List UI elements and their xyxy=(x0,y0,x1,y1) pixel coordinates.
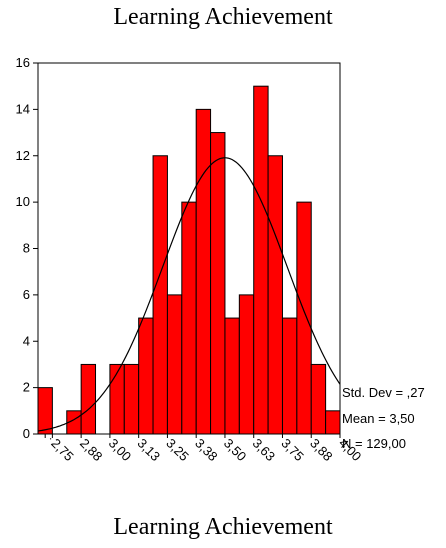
x-tick-label: 3,25 xyxy=(163,436,192,465)
stat-mean: Mean = 3,50 xyxy=(342,411,415,426)
x-tick-label: 3,88 xyxy=(307,436,336,465)
y-tick-label: 4 xyxy=(23,333,30,348)
histogram-bar xyxy=(195,108,212,435)
x-tick-label: 3,38 xyxy=(192,436,221,465)
histogram-bar xyxy=(123,363,140,435)
y-tick-label: 0 xyxy=(23,426,30,441)
histogram-bar xyxy=(37,387,53,435)
y-tick-label: 2 xyxy=(23,380,30,395)
histogram-bar xyxy=(267,155,283,435)
histogram-bar xyxy=(296,201,312,435)
histogram-bar xyxy=(253,85,269,435)
y-tick-label: 12 xyxy=(16,148,30,163)
x-tick-label: 3,75 xyxy=(278,436,307,465)
x-tick-label: 2,88 xyxy=(77,436,106,465)
histogram-bar xyxy=(166,294,183,435)
y-tick-label: 6 xyxy=(23,287,30,302)
x-tick-label: 3,00 xyxy=(106,436,135,465)
y-tick-label: 8 xyxy=(23,241,30,256)
x-tick-label: 3,63 xyxy=(250,436,279,465)
y-tick-label: 10 xyxy=(16,194,30,209)
y-tick-label: 16 xyxy=(16,55,30,70)
chart-title: Learning Achievement xyxy=(113,4,333,30)
histogram-bar xyxy=(109,363,125,435)
histogram-bar xyxy=(325,410,341,435)
x-tick-label: 3,50 xyxy=(221,436,250,465)
histogram-bar xyxy=(152,155,168,435)
histogram-bar xyxy=(224,317,240,435)
y-tick-label: 14 xyxy=(16,101,30,116)
x-tick-label: 3,13 xyxy=(135,436,164,465)
histogram-bar xyxy=(310,363,327,435)
stat-std-dev: Std. Dev = ,27 xyxy=(342,385,425,400)
histogram-bar xyxy=(281,317,298,435)
histogram-bar xyxy=(210,132,226,435)
histogram-bar xyxy=(138,317,154,435)
histogram-bar xyxy=(80,363,97,435)
normal-curve xyxy=(37,157,341,432)
stat-n: N = 129,00 xyxy=(342,436,406,451)
histogram-bar xyxy=(181,201,197,435)
x-axis-title: Learning Achievement xyxy=(113,514,333,540)
histogram-bar xyxy=(238,294,255,435)
